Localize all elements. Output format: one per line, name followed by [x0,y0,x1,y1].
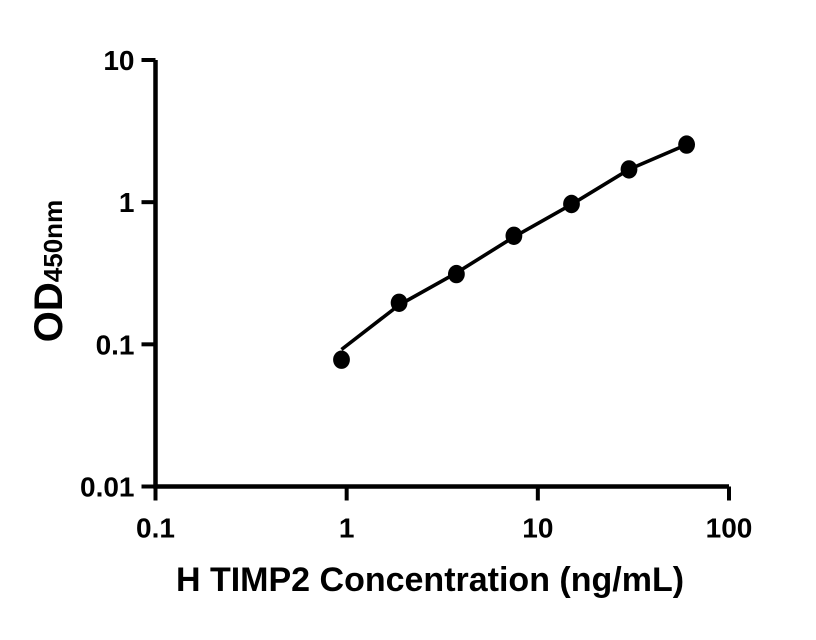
y-tick-label: 1 [119,187,135,218]
y-axis-title-main: OD [27,282,71,343]
axis-spines [153,60,729,489]
x-tick-label: 10 [522,513,553,544]
data-point [505,226,523,245]
data-point [333,350,350,369]
x-tick-label: 100 [706,513,753,544]
y-tick-label: 0.01 [80,472,135,503]
data-point [678,135,695,154]
x-axis-title: H TIMP2 Concentration (ng/mL) [175,561,685,599]
x-tick-label: 0.1 [136,513,175,544]
data-point [620,160,638,179]
y-tick-label: 10 [103,45,134,76]
x-tick-label: 1 [339,513,355,544]
y-tick-label: 0.1 [96,329,135,360]
data-point [448,264,465,284]
data-point [390,293,408,312]
y-axis-title: OD450nm [27,199,71,343]
y-axis-title-sub: 450nm [38,199,68,283]
data-point [563,194,580,214]
